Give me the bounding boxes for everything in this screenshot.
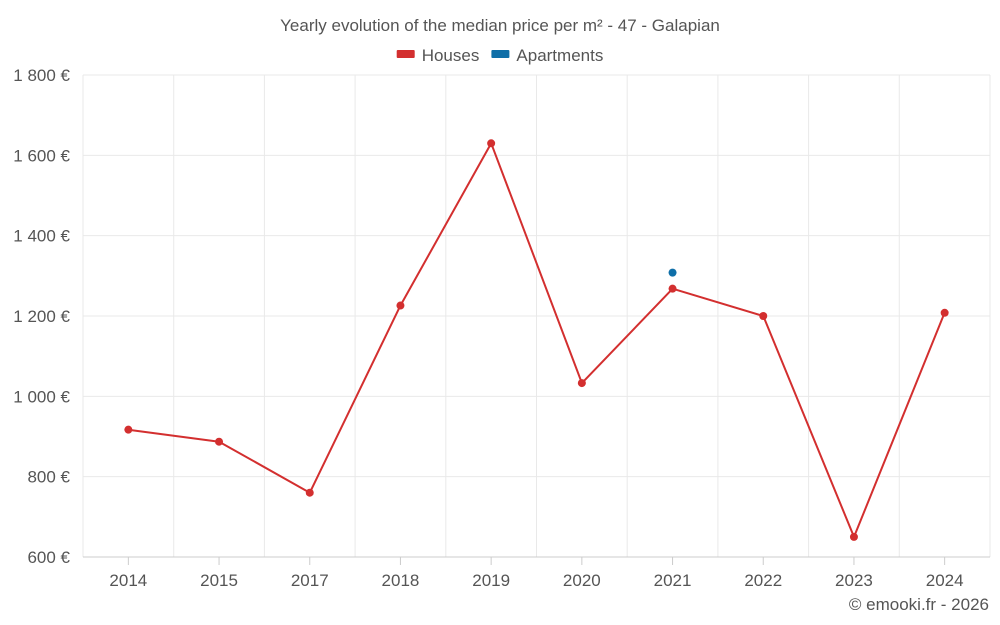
data-point-houses[interactable] xyxy=(124,425,133,434)
x-axis: 2014 2015 2017 2018 2019 2020 2021 2022 2023 2024 xyxy=(83,556,990,590)
data-point-houses[interactable] xyxy=(577,379,586,388)
y-tick-label: 1 400 € xyxy=(13,227,70,246)
data-point-houses[interactable] xyxy=(305,488,314,497)
legend-swatch xyxy=(396,50,415,58)
data-point-houses[interactable] xyxy=(849,532,858,541)
data-point-apartments[interactable] xyxy=(668,268,677,277)
x-tick-label: 2018 xyxy=(382,571,420,590)
x-tick-label: 2021 xyxy=(654,571,692,590)
chart-title: Yearly evolution of the median price per… xyxy=(280,16,720,35)
x-tick-label: 2015 xyxy=(200,571,238,590)
series-line-houses xyxy=(128,142,946,538)
x-tick-label: 2024 xyxy=(926,571,964,590)
x-tick-label: 2019 xyxy=(472,571,510,590)
series-apartments xyxy=(668,268,677,277)
data-point-houses[interactable] xyxy=(668,284,677,293)
data-point-houses[interactable] xyxy=(759,312,768,320)
legend-item-houses[interactable]: Houses xyxy=(396,46,480,65)
data-point-houses[interactable] xyxy=(396,301,405,310)
x-tick-label: 2023 xyxy=(835,571,873,590)
legend-label: Houses xyxy=(422,46,480,65)
y-tick-label: 600 € xyxy=(27,548,70,567)
chart-credit: © emooki.fr - 2026 xyxy=(849,595,989,614)
legend-swatch xyxy=(491,50,510,58)
x-tick-label: 2017 xyxy=(291,571,329,590)
y-tick-label: 1 200 € xyxy=(13,307,70,326)
legend-item-apartments[interactable]: Apartments xyxy=(491,46,603,65)
series-group xyxy=(124,139,949,541)
x-tick-label: 2014 xyxy=(109,571,147,590)
data-point-houses[interactable] xyxy=(940,308,949,317)
chart-legend: Houses Apartments xyxy=(396,46,603,65)
y-tick-label: 800 € xyxy=(27,468,70,487)
series-houses xyxy=(124,139,949,541)
y-tick-label: 1 600 € xyxy=(13,146,70,165)
x-tick-label: 2020 xyxy=(563,571,601,590)
grid-lines xyxy=(82,74,991,557)
data-point-houses[interactable] xyxy=(215,437,224,446)
y-axis: 600 € 800 € 1 000 € 1 200 € 1 400 € 1 600 € 1 … xyxy=(13,66,70,567)
y-tick-label: 1 800 € xyxy=(13,66,70,85)
y-tick-label: 1 000 € xyxy=(13,387,70,406)
x-tick-label: 2022 xyxy=(744,571,782,590)
data-point-houses[interactable] xyxy=(487,139,496,148)
legend-label: Apartments xyxy=(516,46,603,65)
